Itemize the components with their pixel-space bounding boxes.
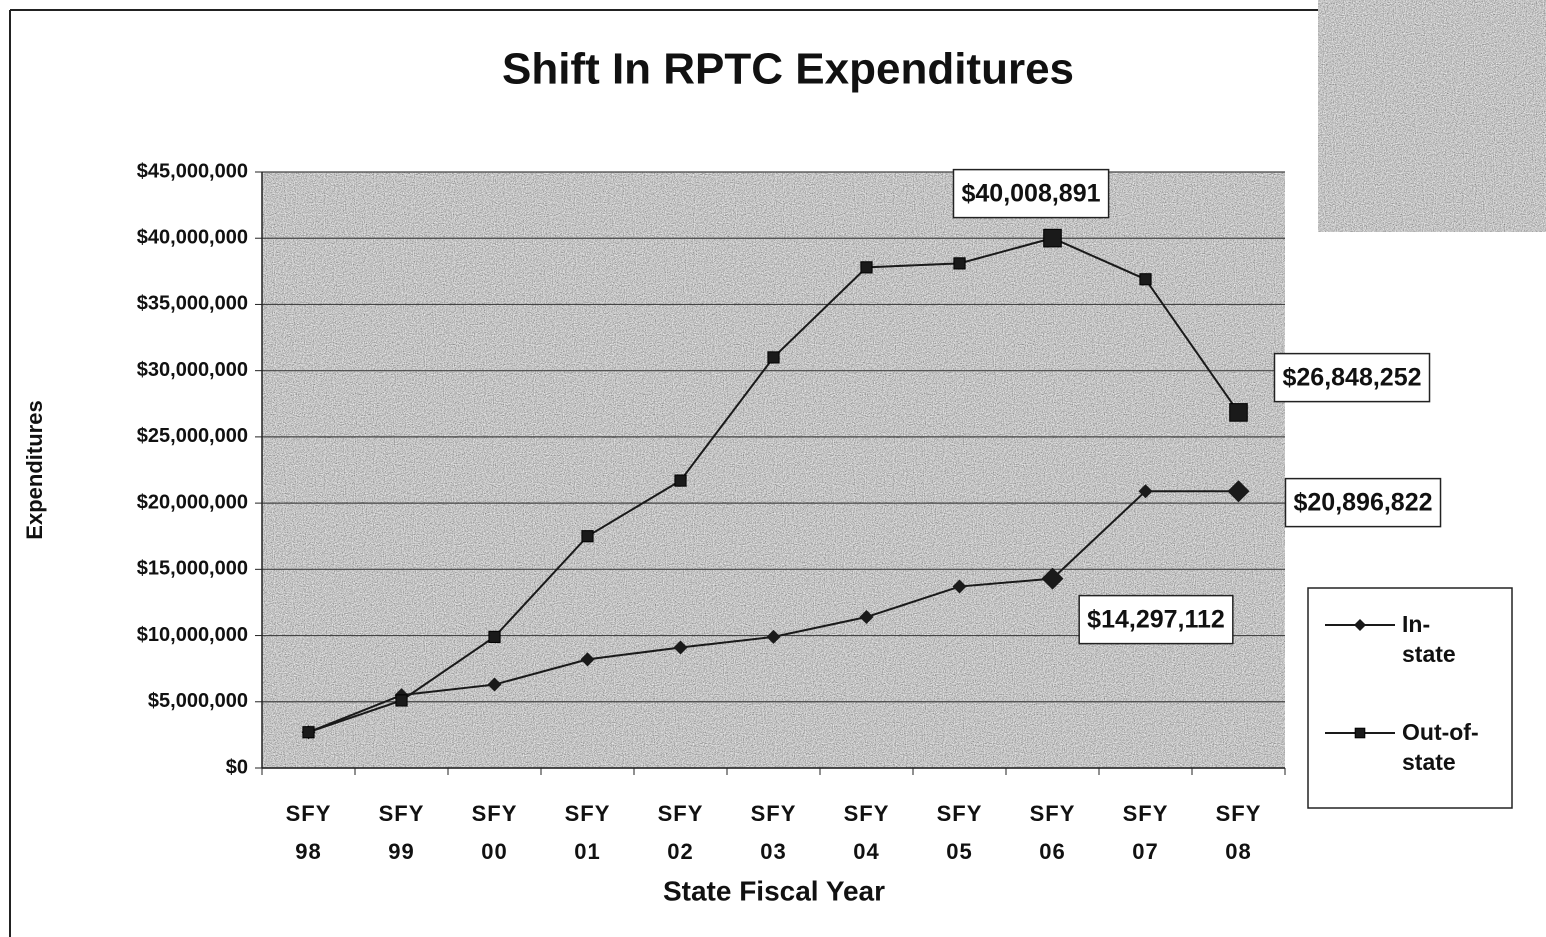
x-tick-label: SFY 02 xyxy=(651,795,711,871)
data-label: $26,848,252 xyxy=(1282,364,1421,392)
y-tick-label: $40,000,000 xyxy=(137,227,248,249)
y-tick-label: $15,000,000 xyxy=(137,558,248,580)
x-tick-label: SFY 03 xyxy=(744,795,804,871)
x-tick-label: SFY 05 xyxy=(930,795,990,871)
data-label: $14,297,112 xyxy=(1087,606,1225,634)
x-tick-label: SFY 00 xyxy=(465,795,525,871)
y-tick-label: $10,000,000 xyxy=(137,624,248,646)
point xyxy=(1140,274,1151,285)
page: {"chart_data": {"type": "line", "title":… xyxy=(0,0,1546,937)
y-tick-label: $30,000,000 xyxy=(137,359,248,381)
point xyxy=(954,258,965,269)
x-tick-label: SFY 07 xyxy=(1116,795,1176,871)
x-tick-label: SFY 06 xyxy=(1023,795,1083,871)
point xyxy=(303,727,314,738)
y-tick-label: $25,000,000 xyxy=(137,425,248,447)
x-tick-label: SFY 04 xyxy=(837,795,897,871)
x-tick-label: SFY 01 xyxy=(558,795,618,871)
y-tick-label: $45,000,000 xyxy=(137,160,248,182)
data-label: $40,008,891 xyxy=(961,180,1100,208)
point xyxy=(396,695,407,706)
y-tick-label: $0 xyxy=(226,756,248,778)
point xyxy=(675,475,686,486)
legend-label: In-state xyxy=(1402,609,1482,669)
point xyxy=(1230,404,1248,422)
legend-marker xyxy=(1355,728,1365,738)
y-axis-title: Expenditures xyxy=(22,400,47,539)
x-tick-label: SFY 98 xyxy=(279,795,339,871)
point xyxy=(861,262,872,273)
point xyxy=(768,352,779,363)
point xyxy=(1044,229,1062,247)
data-label: $20,896,822 xyxy=(1293,489,1432,517)
x-tick-label: SFY 99 xyxy=(372,795,432,871)
y-tick-label: $35,000,000 xyxy=(137,293,248,315)
plot-background xyxy=(262,172,1285,768)
legend-label: Out-of-state xyxy=(1402,717,1482,777)
point xyxy=(582,531,593,542)
point xyxy=(489,631,500,642)
y-tick-label: $5,000,000 xyxy=(148,690,248,712)
x-tick-label: SFY 08 xyxy=(1209,795,1269,871)
x-axis-title: State Fiscal Year xyxy=(663,875,885,906)
y-tick-label: $20,000,000 xyxy=(137,491,248,513)
photo xyxy=(1318,0,1546,232)
chart-title: Shift In RPTC Expenditures xyxy=(502,45,1074,94)
